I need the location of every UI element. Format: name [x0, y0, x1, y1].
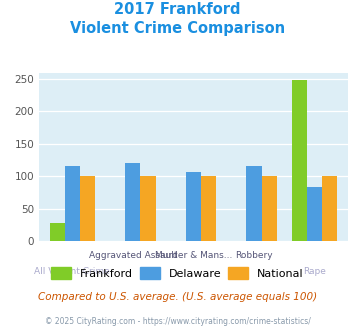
Bar	[262, 176, 277, 241]
Text: All Violent Crime: All Violent Crime	[34, 267, 110, 276]
Text: Violent Crime Comparison: Violent Crime Comparison	[70, 21, 285, 36]
Bar	[246, 166, 262, 241]
Bar	[292, 81, 307, 241]
Text: Aggravated Assault: Aggravated Assault	[89, 251, 177, 260]
Text: Compared to U.S. average. (U.S. average equals 100): Compared to U.S. average. (U.S. average …	[38, 292, 317, 302]
Bar	[201, 176, 216, 241]
Bar	[80, 176, 95, 241]
Bar	[322, 176, 337, 241]
Text: Robbery: Robbery	[235, 251, 273, 260]
Bar	[186, 172, 201, 241]
Bar	[307, 187, 322, 241]
Text: 2017 Frankford: 2017 Frankford	[114, 2, 241, 16]
Bar	[50, 223, 65, 241]
Bar	[141, 176, 155, 241]
Bar	[125, 163, 141, 241]
Text: Rape: Rape	[303, 267, 326, 276]
Text: Murder & Mans...: Murder & Mans...	[155, 251, 232, 260]
Bar	[65, 166, 80, 241]
Legend: Frankford, Delaware, National: Frankford, Delaware, National	[47, 263, 308, 283]
Text: © 2025 CityRating.com - https://www.cityrating.com/crime-statistics/: © 2025 CityRating.com - https://www.city…	[45, 317, 310, 326]
